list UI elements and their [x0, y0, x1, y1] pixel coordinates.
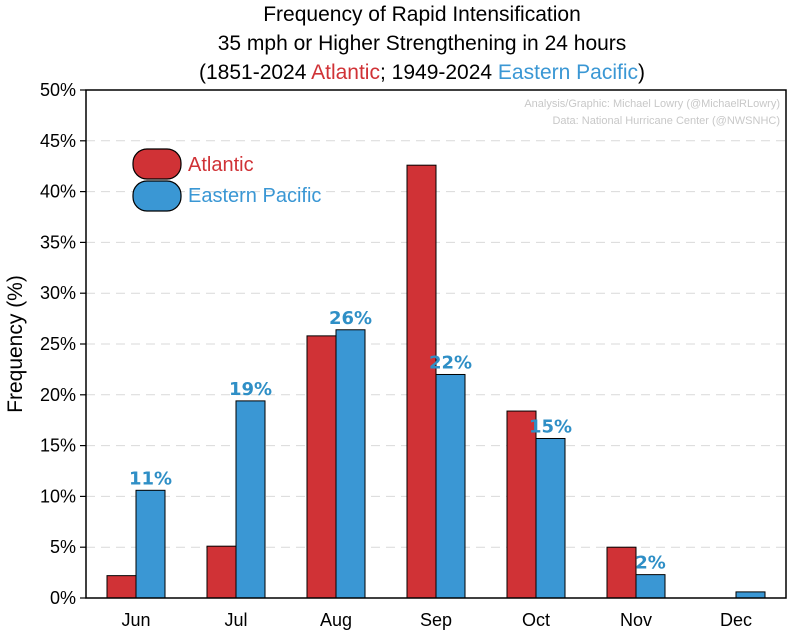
- data-label: 15%: [529, 416, 572, 437]
- y-tick-label: 25%: [40, 334, 76, 354]
- bar-atlantic-jul: [206, 545, 237, 599]
- y-tick-label: 10%: [40, 486, 76, 506]
- plot-frame: [85, 89, 787, 599]
- y-tick-label: 35%: [40, 232, 76, 252]
- x-tick-label: Sep: [420, 610, 452, 630]
- x-tick-label: Jul: [224, 610, 247, 630]
- legend-swatch-eastern-pacific: [132, 180, 182, 212]
- credit-data: Data: National Hurricane Center (@NWSNHC…: [552, 115, 780, 127]
- y-tick-label: 50%: [40, 80, 76, 100]
- bar-atlantic-nov: [606, 546, 637, 599]
- legend-swatch-atlantic: [132, 148, 182, 180]
- y-tick-label: 40%: [40, 182, 76, 202]
- subtitle-suffix: ): [638, 61, 645, 84]
- chart-title-line-1: Frequency of Rapid Intensification: [263, 3, 581, 26]
- bar-eastern-pacific-aug: [335, 329, 366, 599]
- y-tick-label: 45%: [40, 131, 76, 151]
- x-tick-label: Dec: [720, 610, 752, 630]
- legend: Atlantic Eastern Pacific: [132, 148, 321, 212]
- data-label: 2%: [635, 553, 666, 574]
- x-tick-label: Oct: [522, 610, 550, 630]
- legend-label-eastern-pacific: Eastern Pacific: [188, 185, 321, 207]
- x-tick-label: Jun: [121, 610, 150, 630]
- bar-eastern-pacific-nov: [635, 574, 666, 599]
- bar-atlantic-sep: [406, 164, 437, 599]
- data-label: 19%: [229, 379, 272, 400]
- data-labels: 11% 19% 26% 22% 15% 2%: [129, 308, 666, 574]
- y-tick-label: 15%: [40, 436, 76, 456]
- bar-eastern-pacific-sep: [435, 373, 466, 599]
- chart-title-line-2: 35 mph or Higher Strengthening in 24 hou…: [218, 32, 627, 55]
- y-tick-label: 0%: [50, 588, 76, 608]
- y-axis-label: Frequency (%): [4, 275, 27, 413]
- subtitle-prefix: (1851-2024: [199, 61, 311, 84]
- data-label: 11%: [129, 468, 172, 489]
- y-axis-ticks: 0% 5% 10% 15% 20% 25% 30% 35% 40% 45% 50%: [40, 80, 86, 608]
- bar-eastern-pacific-dec: [735, 591, 766, 599]
- legend-label-atlantic: Atlantic: [188, 154, 254, 176]
- bar-eastern-pacific-jun: [135, 489, 166, 599]
- x-tick-label: Aug: [320, 610, 352, 630]
- x-tick-label: Nov: [620, 610, 652, 630]
- bar-atlantic-aug: [306, 335, 337, 599]
- subtitle-atlantic: Atlantic: [311, 61, 380, 84]
- credit-analysis: Analysis/Graphic: Michael Lowry (@Michae…: [524, 98, 780, 110]
- subtitle-eastern-pacific: Eastern Pacific: [498, 61, 638, 84]
- subtitle-middle: ; 1949-2024: [380, 61, 498, 84]
- y-tick-label: 30%: [40, 283, 76, 303]
- bars: [106, 164, 766, 599]
- x-axis-ticks: Jun Jul Aug Sep Oct Nov Dec: [121, 610, 752, 630]
- data-label: 22%: [429, 352, 472, 373]
- bar-atlantic-oct: [506, 410, 537, 599]
- y-tick-label: 5%: [50, 537, 76, 557]
- y-tick-label: 20%: [40, 385, 76, 405]
- chart-subtitle: (1851-2024 Atlantic; 1949-2024 Eastern P…: [199, 61, 645, 84]
- bar-atlantic-jun: [106, 575, 137, 599]
- bar-eastern-pacific-jul: [235, 400, 266, 599]
- data-label: 26%: [329, 308, 372, 329]
- bar-eastern-pacific-oct: [535, 437, 566, 599]
